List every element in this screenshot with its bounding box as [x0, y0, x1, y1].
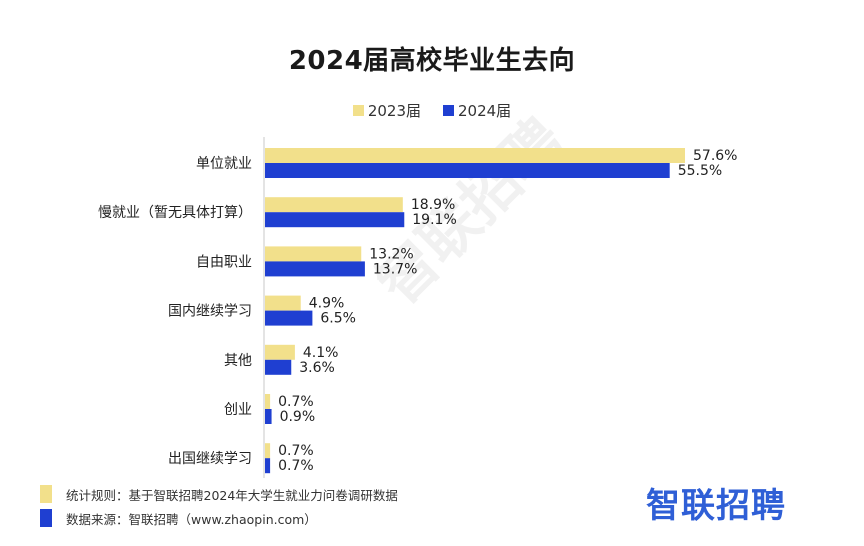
footnotes: 统计规则：基于智联招聘2024年大学生就业力问卷调研数据 数据来源：智联招聘（w… [40, 482, 398, 530]
data-label-2024: 13.7% [373, 261, 417, 277]
bar-2023 [265, 394, 271, 409]
data-label-2023: 57.6% [693, 148, 737, 164]
data-label-2023: 18.9% [411, 197, 455, 213]
legend-swatch-2024 [443, 105, 454, 116]
category-label: 创业 [224, 402, 252, 418]
legend: 2023届 2024届 [0, 100, 864, 121]
legend-item-2024: 2024届 [443, 100, 511, 121]
bar-2023 [265, 197, 403, 213]
data-label-2024: 19.1% [412, 212, 456, 228]
chart-title: 2024届高校毕业生去向 [288, 46, 576, 76]
bar-2024 [265, 409, 272, 424]
bar-2023 [265, 246, 362, 262]
legend-item-2023: 2023届 [352, 100, 421, 121]
data-label-2023: 4.9% [309, 296, 345, 312]
legend-label-2023: 2023届 [367, 102, 421, 120]
brand-logo: 智联招聘 [646, 486, 786, 526]
data-label-2023: 4.1% [303, 345, 339, 361]
data-label-2024: 0.7% [278, 458, 314, 474]
data-label-2023: 0.7% [278, 394, 314, 410]
category-label: 出国继续学习 [168, 450, 252, 467]
data-label-2024: 0.9% [280, 409, 316, 425]
bar-2023 [265, 443, 271, 459]
bar-2023 [265, 344, 295, 360]
bar-2023 [265, 295, 301, 311]
bar-2024 [265, 359, 292, 375]
data-label-2024: 3.6% [299, 360, 335, 376]
bar-2024 [265, 261, 365, 277]
data-label-2023: 0.7% [278, 443, 314, 459]
bar-2023 [265, 148, 685, 163]
note-source-text: 数据来源：智联招聘（www.zhaopin.com） [66, 511, 317, 527]
legend-swatch-2023 [352, 105, 364, 116]
legend-label-2024: 2024届 [458, 102, 512, 120]
note-swatch-2024 [40, 509, 52, 527]
bar-2024 [265, 163, 670, 178]
note-source: 数据来源：智联招聘（www.zhaopin.com） [40, 506, 398, 530]
note-rule-text: 统计规则：基于智联招聘2024年大学生就业力问卷调研数据 [66, 487, 398, 503]
bar-2024 [265, 310, 313, 326]
category-label: 慢就业（暂无具体打算） [98, 204, 252, 221]
bar-2024 [265, 212, 405, 228]
data-label-2024: 55.5% [678, 163, 722, 179]
category-label: 其他 [224, 353, 252, 369]
category-label: 单位就业 [196, 156, 252, 172]
note-swatch-2023 [40, 485, 52, 503]
category-label: 国内继续学习 [168, 303, 252, 320]
note-rule: 统计规则：基于智联招聘2024年大学生就业力问卷调研数据 [40, 482, 398, 506]
bar-2024 [265, 458, 271, 474]
data-label-2023: 13.2% [369, 246, 413, 262]
data-label-2024: 6.5% [320, 311, 356, 327]
category-label: 自由职业 [196, 254, 252, 270]
